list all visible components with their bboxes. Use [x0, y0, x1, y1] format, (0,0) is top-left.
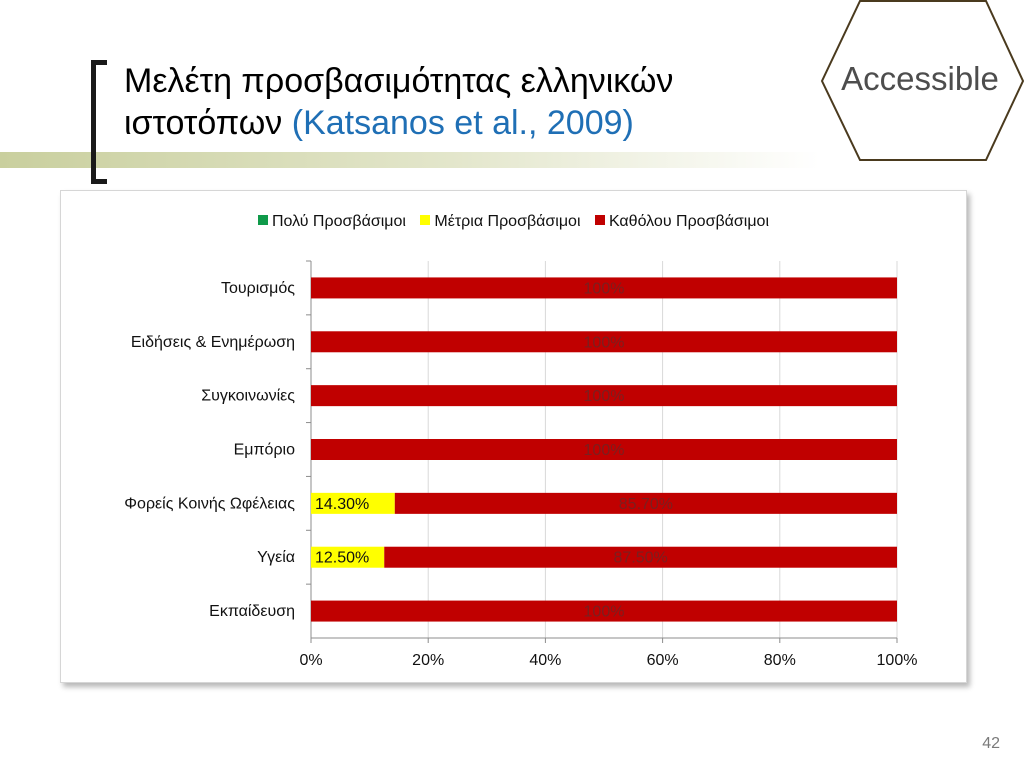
data-label: 100%: [584, 334, 625, 351]
category-label: Συγκοινωνίες: [201, 388, 295, 405]
x-tick-label: 0%: [299, 652, 322, 669]
bar-segment-καθόλου-προσβάσιμοι: [311, 439, 897, 460]
x-tick-label: 100%: [877, 652, 918, 669]
data-label: 14.30%: [315, 496, 369, 513]
x-tick-label: 60%: [647, 652, 679, 669]
chart-card: Πολύ Προσβάσιμοι Μέτρια Προσβάσιμοι Καθό…: [60, 190, 967, 683]
x-tick-label: 20%: [412, 652, 444, 669]
x-tick-label: 40%: [529, 652, 561, 669]
legend-item-not-accessible: Καθόλου Προσβάσιμοι: [594, 213, 770, 231]
data-label: 12.50%: [315, 550, 369, 567]
category-label: Φορείς Κοινής Ωφέλειας: [124, 495, 295, 512]
accessible-badge: Accessible: [816, 0, 1024, 162]
legend-swatch-not-accessible: [594, 215, 605, 225]
category-label: Ειδήσεις & Ενημέρωση: [131, 334, 295, 351]
legend-swatch-moderately-accessible: [420, 215, 431, 225]
chart-legend: Πολύ Προσβάσιμοι Μέτρια Προσβάσιμοι Καθό…: [61, 213, 966, 231]
title-underline-band: [0, 152, 820, 168]
slide-title-line1: Μελέτη προσβασιμότητας ελληνικών: [124, 62, 674, 100]
data-label: 100%: [584, 604, 625, 621]
category-label: Εκπαίδευση: [209, 603, 295, 620]
legend-swatch-very-accessible: [257, 215, 268, 225]
legend-label-very-accessible: Πολύ Προσβάσιμοι: [271, 213, 406, 230]
bar-chart-plot: 0% 20% 40% 60% 80% 100% Τουρισμός 100% Ειδήσεις …: [124, 260, 918, 669]
x-tick-label: 80%: [764, 652, 796, 669]
data-label: 85.70%: [619, 496, 673, 513]
category-label: Τουρισμός: [221, 280, 295, 297]
legend-label-not-accessible: Καθόλου Προσβάσιμοι: [608, 213, 770, 230]
data-label: 100%: [584, 280, 625, 297]
data-label: 87.50%: [613, 550, 667, 567]
data-label: 100%: [584, 388, 625, 405]
legend-item-very-accessible: Πολύ Προσβάσιμοι: [257, 213, 406, 231]
category-label: Εμπόριο: [234, 442, 295, 459]
category-label: Υγεία: [257, 549, 295, 566]
bar-segment-καθόλου-προσβάσιμοι: [311, 600, 897, 622]
title-bracket: [91, 60, 107, 184]
bar-segment-καθόλου-προσβάσιμοι: [311, 331, 897, 353]
bar-segment-καθόλου-προσβάσιμοι: [384, 546, 897, 568]
hexagon-icon: [820, 0, 1024, 161]
page-number: 42: [982, 735, 1000, 752]
legend-item-moderately-accessible: Μέτρια Προσβάσιμοι: [420, 213, 581, 231]
legend-label-moderately-accessible: Μέτρια Προσβάσιμοι: [434, 213, 581, 230]
slide-title-line2-text: ιστοτόπων: [124, 104, 283, 142]
slide-title: Μελέτη προσβασιμότητας ελληνικών ιστοτόπ…: [124, 60, 804, 144]
bar-segment-καθόλου-προσβάσιμοι: [394, 492, 897, 514]
data-label: 100%: [584, 442, 625, 459]
accessible-badge-label: Accessible: [841, 60, 999, 97]
slide-title-line2: ιστοτόπων (Katsanos et al., 2009): [124, 102, 804, 144]
slide-title-citation: (Katsanos et al., 2009): [291, 104, 634, 142]
bar-segment-μέτρια-προσβάσιμοι: [311, 546, 385, 568]
bar-segment-καθόλου-προσβάσιμοι: [311, 385, 897, 407]
bar-segment-μέτρια-προσβάσιμοι: [311, 492, 395, 514]
bar-segment-καθόλου-προσβάσιμοι: [311, 277, 897, 299]
